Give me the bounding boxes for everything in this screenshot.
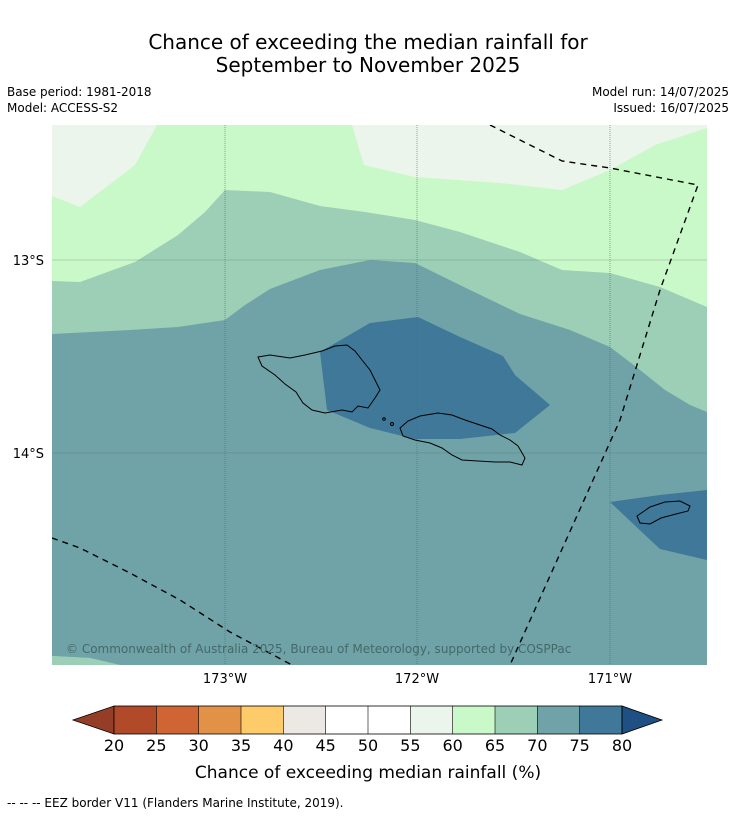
- base-period: Base period: 1981-2018: [7, 85, 152, 99]
- model-run: Model run: 14/07/2025: [591, 85, 729, 99]
- islet: [382, 417, 386, 421]
- band-55-60-west: [52, 125, 157, 207]
- colorbar-tick-label: 45: [315, 736, 335, 755]
- tutuila-island: [636, 500, 691, 525]
- colorbar-tick-label: 65: [485, 736, 505, 755]
- colorbar-segment: [579, 706, 622, 734]
- colorbar-segment: [537, 706, 580, 734]
- meta-right: Model run: 14/07/2025 Issued: 16/07/2025: [592, 84, 729, 116]
- colorbar-segment: [495, 706, 538, 734]
- issued-date: Issued: 16/07/2025: [613, 101, 729, 115]
- colorbar-under-arrow: [71, 705, 115, 735]
- colorbar-tick-label: 20: [104, 736, 124, 755]
- band-75-80-samoa: [320, 317, 550, 439]
- colorbar-segment: [241, 706, 284, 734]
- meta-left: Base period: 1981-2018 Model: ACCESS-S2: [7, 84, 152, 116]
- colorbar-tick-label: 35: [231, 736, 251, 755]
- colorbar-tick-label: 70: [527, 736, 547, 755]
- colorbar-tick-label: 55: [400, 736, 420, 755]
- colorbar-segment: [156, 706, 199, 734]
- eez-border: [52, 125, 699, 665]
- lat-label-13s: 13°S: [13, 254, 44, 269]
- savaii-island: [257, 344, 381, 414]
- band-75-80-east: [610, 490, 707, 560]
- lat-label-14s: 14°S: [13, 447, 44, 462]
- lon-label-172w: 172°W: [395, 672, 439, 687]
- rainfall-map: © Commonwealth of Australia 2025, Bureau…: [52, 125, 707, 665]
- colorbar-tick-label: 60: [442, 736, 462, 755]
- chart-title: Chance of exceeding the median rainfall …: [0, 31, 736, 77]
- colorbar-segment: [410, 706, 453, 734]
- colorbar-tick-label: 25: [146, 736, 166, 755]
- title-line-1: Chance of exceeding the median rainfall …: [148, 30, 588, 54]
- colorbar-segment: [368, 706, 411, 734]
- colorbar-tick-label: 80: [612, 736, 632, 755]
- colorbar-segment: [452, 706, 495, 734]
- coastlines: [257, 344, 691, 525]
- lon-label-171w: 171°W: [588, 672, 632, 687]
- colorbar-tick-label: 50: [358, 736, 378, 755]
- colorbar-tick-label: 75: [569, 736, 589, 755]
- colorbar: 20 25 30 35 40 45 50 55 60 65 70 75 80: [71, 705, 664, 755]
- colorbar-segment: [283, 706, 326, 734]
- copyright-text: © Commonwealth of Australia 2025, Bureau…: [66, 642, 571, 656]
- islet: [390, 422, 394, 426]
- lon-label-173w: 173°W: [203, 672, 247, 687]
- eez-footnote: -- -- -- EEZ border V11 (Flanders Marine…: [7, 796, 344, 810]
- upolu-island: [399, 412, 526, 466]
- colorbar-segment: [198, 706, 241, 734]
- colorbar-label: Chance of exceeding median rainfall (%): [195, 763, 541, 783]
- model-name: Model: ACCESS-S2: [7, 101, 119, 115]
- colorbar-over-arrow: [621, 705, 664, 735]
- colorbar-segment: [325, 706, 368, 734]
- colorbar-tick-label: 30: [188, 736, 208, 755]
- band-65-70-corner: [52, 656, 120, 665]
- graticule: [52, 125, 707, 665]
- band-70-75: [52, 260, 707, 665]
- colorbar-segment: [114, 706, 157, 734]
- band-55-60-east: [352, 125, 707, 190]
- colorbar-tick-label: 40: [273, 736, 293, 755]
- title-line-2: September to November 2025: [215, 53, 521, 77]
